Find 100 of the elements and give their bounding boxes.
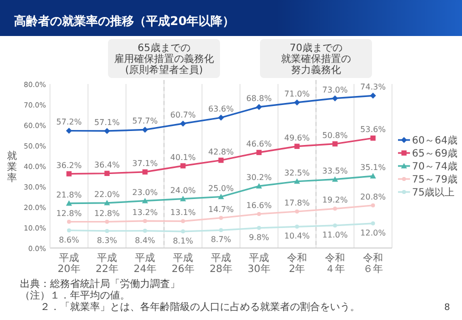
x-tick-label: 平成20年 (58, 252, 80, 275)
data-label: 8.6% (58, 235, 80, 244)
point (294, 178, 300, 184)
point (295, 210, 299, 214)
y-axis-title: 就業率 (7, 150, 17, 184)
x-tick-label: 平成28年 (210, 252, 232, 275)
data-label: 57.1% (94, 118, 120, 127)
point (142, 198, 148, 204)
point (67, 228, 71, 232)
x-tick-label: 令和４年 (325, 252, 345, 275)
data-label: 71.0% (284, 89, 310, 98)
data-label: 8.4% (134, 236, 156, 245)
data-label: 12.8% (56, 208, 82, 218)
x-tick-label: 平成24年 (134, 252, 156, 275)
point (142, 169, 148, 175)
data-label: 46.6% (246, 139, 272, 148)
point (104, 200, 110, 206)
point (181, 219, 185, 224)
point (104, 128, 110, 134)
text: （注）１．年平均の値。 (20, 290, 130, 302)
text: ２．「就業率」とは、各年齢階級の人口に占める就業者の割合をいう。 (40, 301, 360, 313)
data-label: 9.8% (248, 232, 270, 242)
point (294, 144, 300, 149)
data-label: 35.1% (360, 163, 386, 172)
point (333, 223, 337, 228)
point (257, 226, 261, 230)
data-label: 8.3% (96, 236, 118, 245)
point (104, 170, 110, 176)
data-label: 16.6% (246, 200, 272, 210)
data-label: 11.0% (322, 230, 348, 240)
data-label: 17.8% (284, 198, 310, 208)
data-label: 42.8% (208, 147, 234, 156)
point (67, 220, 71, 224)
data-label: 24.0% (170, 186, 196, 195)
point (294, 99, 300, 106)
chart-title: 高齢者の就業率の推移（平成20年以降） (14, 14, 235, 28)
point (66, 171, 72, 176)
legend-label: 75歳以上 (412, 186, 455, 198)
data-label: 13.2% (132, 208, 158, 217)
point (180, 120, 186, 127)
x-tick-label: 平成30年 (248, 252, 270, 275)
data-label: 57.7% (132, 116, 158, 126)
point (256, 104, 262, 110)
data-label: 60.7% (170, 110, 196, 120)
data-label: 36.4% (94, 160, 120, 170)
point (371, 221, 375, 226)
data-label: 50.8% (322, 130, 348, 140)
point (105, 228, 109, 233)
source-note: 出典：総務省統計局「労働力調査」 (20, 278, 180, 290)
point (370, 173, 376, 178)
data-label: 14.7% (208, 204, 234, 214)
data-label: 20.8% (360, 192, 386, 202)
x-tick-label: 平成22年 (96, 252, 118, 275)
text: 8 (444, 303, 450, 313)
data-label: 32.5% (284, 168, 310, 178)
data-label: 10.4% (284, 232, 310, 241)
x-tick-label: 平成26年 (172, 252, 194, 275)
data-label: 8.1% (172, 236, 194, 246)
point (332, 95, 338, 102)
data-label: 68.8% (246, 94, 272, 103)
point (218, 114, 224, 121)
legend-label: 60～64歳 (412, 134, 458, 146)
data-label: 74.3% (360, 82, 386, 92)
point (180, 196, 186, 202)
data-label: 33.5% (322, 166, 348, 176)
data-label: 49.6% (284, 133, 310, 142)
data-label: 23.0% (132, 188, 158, 197)
data-label: 12.8% (94, 208, 120, 218)
point (219, 216, 223, 220)
point (66, 128, 72, 134)
data-label: 21.8% (56, 190, 82, 200)
data-label: 40.1% (170, 152, 196, 162)
legend-label: 70～74歳 (412, 160, 458, 172)
point (181, 229, 185, 234)
point (371, 203, 375, 208)
point (218, 158, 224, 163)
data-label: 22.0% (94, 190, 120, 199)
point (370, 92, 376, 99)
data-label: 30.2% (246, 173, 272, 182)
point (256, 183, 262, 188)
data-label: 19.2% (322, 196, 348, 205)
data-label: 12.0% (360, 228, 386, 238)
point (333, 206, 337, 211)
point (66, 200, 72, 206)
point (219, 228, 223, 232)
text: 65歳までの雇用確保措置の義務化(原則希望者全員) (114, 42, 214, 76)
x-tick-label: 令和６年 (363, 252, 383, 275)
point (180, 163, 186, 168)
data-label: 57.2% (56, 118, 82, 127)
data-label: 13.1% (170, 208, 196, 218)
point (295, 224, 299, 229)
data-label: 25.0% (208, 184, 234, 193)
data-label: 53.6% (360, 125, 386, 134)
data-label: 73.0% (322, 85, 348, 94)
legend-label: 75～79歳 (412, 174, 458, 186)
data-label: 63.6% (208, 104, 234, 114)
point (218, 194, 224, 200)
x-tick-label: 令和2年 (287, 252, 307, 275)
point (332, 141, 338, 146)
data-label: 36.2% (56, 160, 82, 170)
